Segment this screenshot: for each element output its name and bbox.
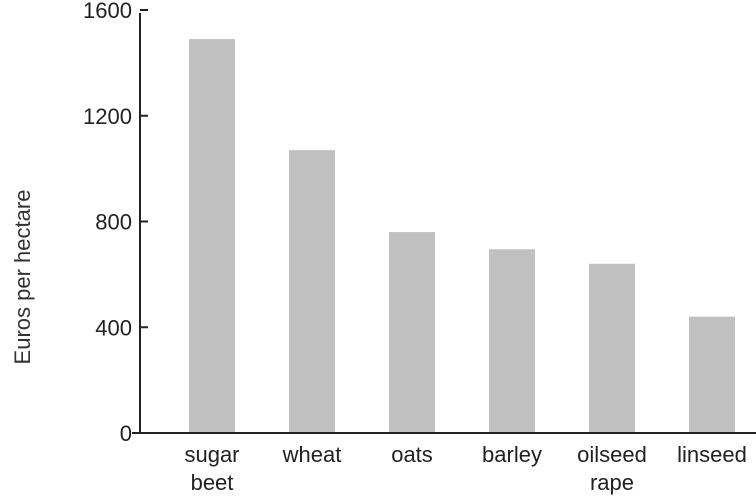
bars-group: [189, 39, 735, 434]
x-category-label: barley: [482, 442, 542, 467]
x-category-label: beet: [191, 470, 234, 495]
x-category-label: oilseed: [577, 442, 647, 467]
y-tick-label: 1200: [83, 104, 132, 129]
y-tick-label: 0: [120, 421, 132, 446]
x-category-label: rape: [590, 470, 634, 495]
y-tick-label: 1600: [83, 0, 132, 23]
x-category-label: linseed: [677, 442, 747, 467]
x-category-label: oats: [391, 442, 433, 467]
bar-linseed: [689, 316, 735, 433]
x-category-label: wheat: [282, 442, 342, 467]
y-axis-title: Euros per hectare: [10, 190, 35, 365]
y-tick-label: 800: [95, 210, 132, 235]
bar-barley: [489, 249, 535, 433]
bar-oats: [389, 232, 435, 433]
y-axis-ticks: 0 400 800 1200 1600: [83, 0, 148, 446]
x-axis-labels: sugar beet wheat oats barley oilseed rape linse…: [184, 442, 746, 495]
y-tick-label: 400: [95, 315, 132, 340]
bar-sugar-beet: [189, 39, 235, 434]
bar-wheat: [289, 150, 335, 433]
x-category-label: sugar: [184, 442, 239, 467]
bar-oilseed-rape: [589, 263, 635, 433]
